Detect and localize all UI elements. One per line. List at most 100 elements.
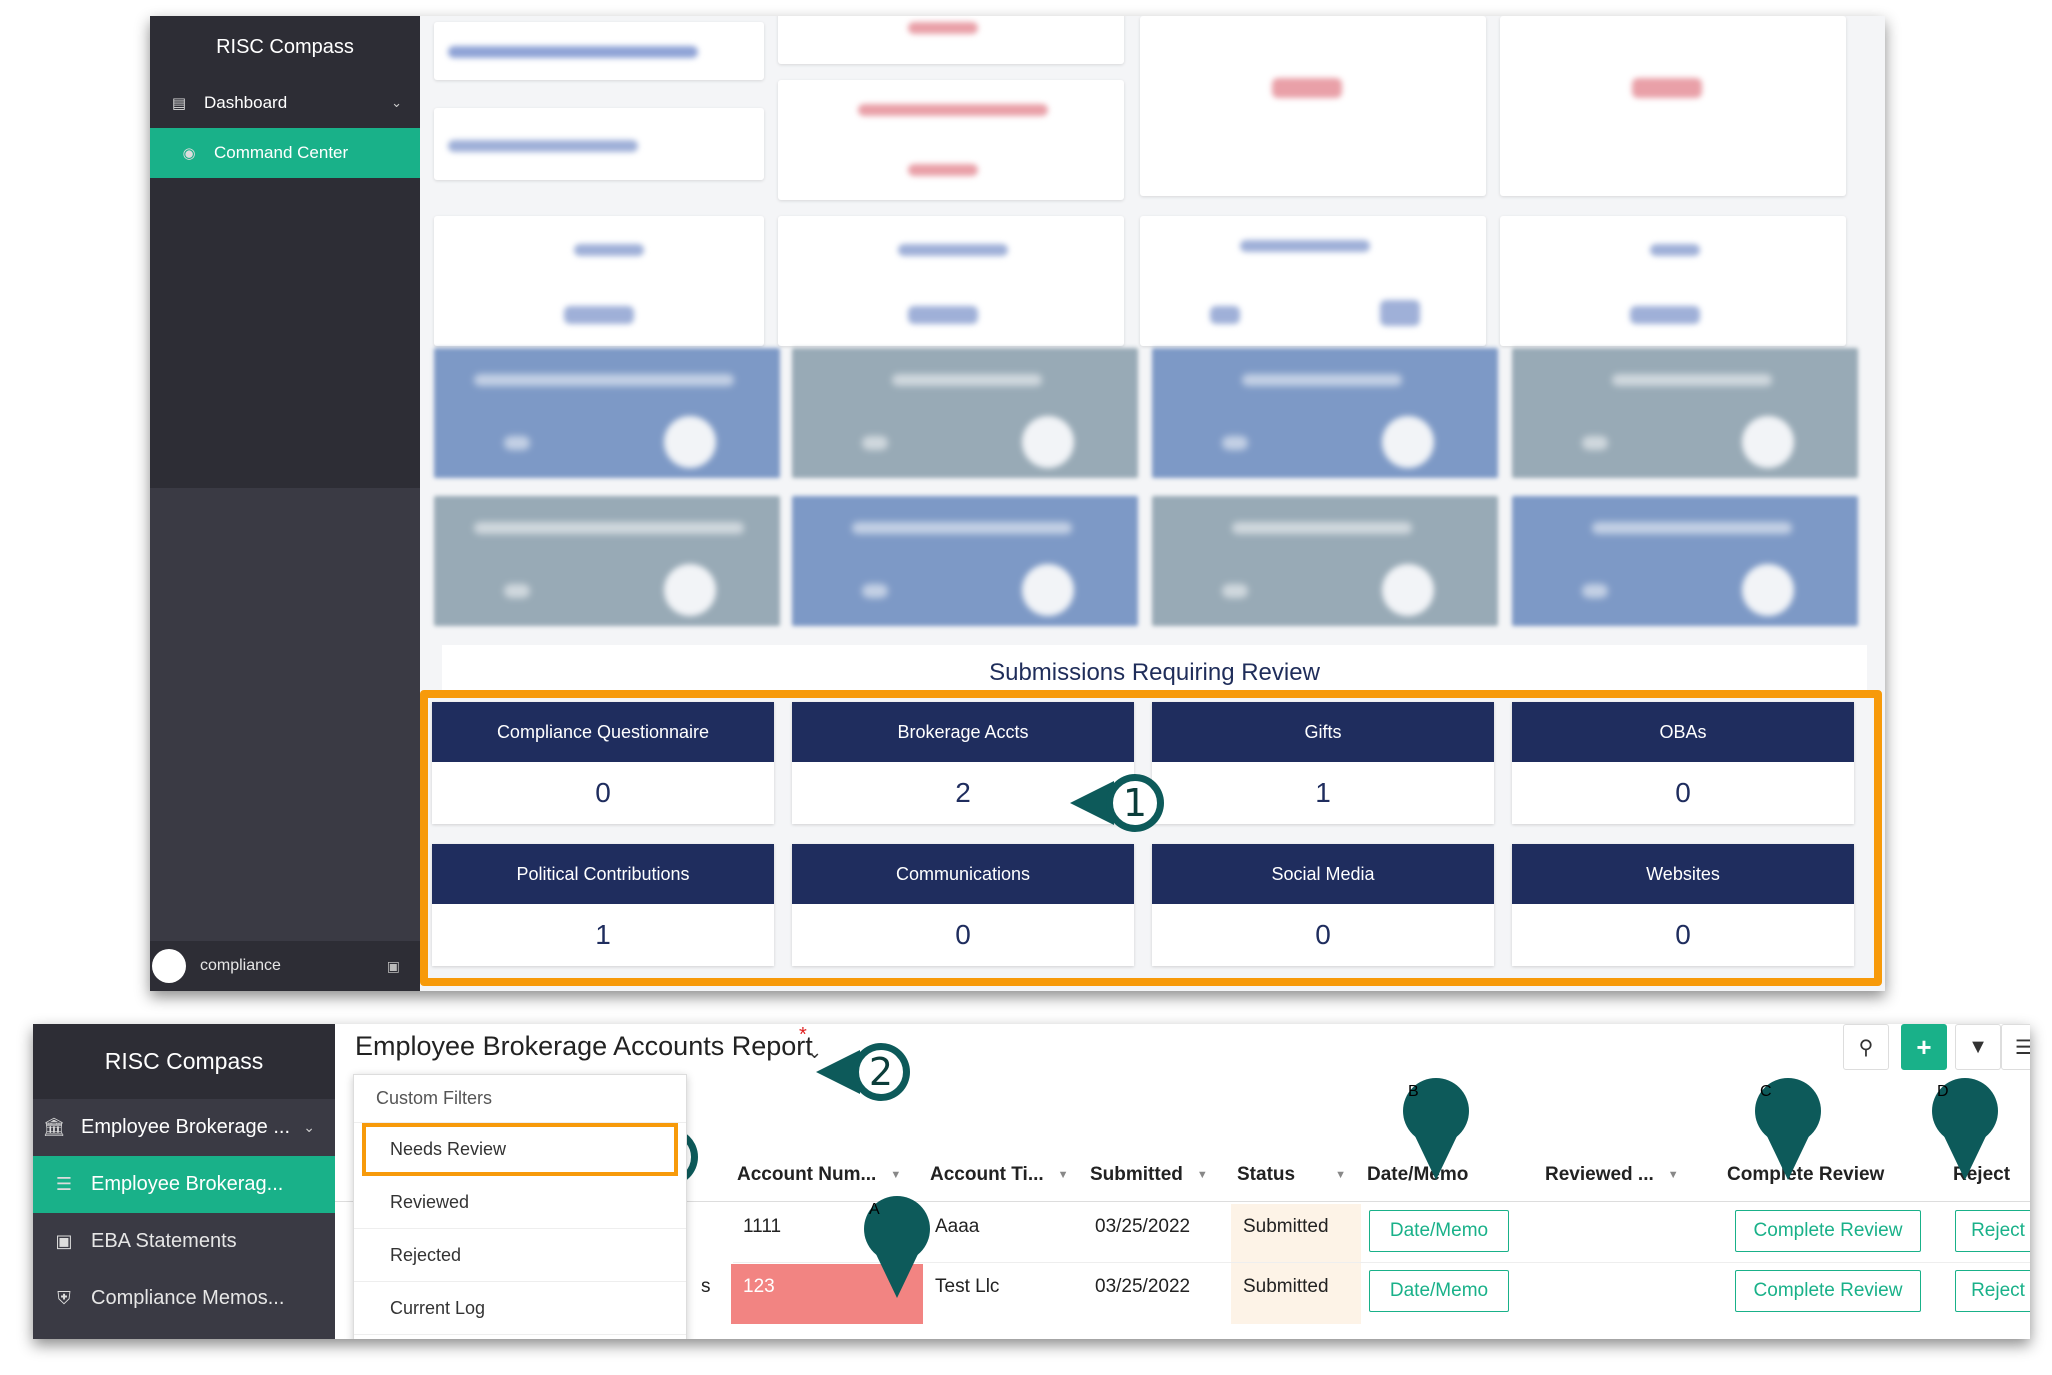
sidebar-footer: compliance ▣ bbox=[150, 941, 420, 991]
account-title: Aaaa bbox=[935, 1216, 980, 1237]
review-banner: Submissions Requiring Review bbox=[442, 645, 1867, 695]
marker-ring: A bbox=[864, 1196, 930, 1262]
app-title: RISC Compass bbox=[33, 1024, 335, 1099]
pointer-arrow bbox=[1414, 1134, 1458, 1180]
avatar[interactable] bbox=[152, 949, 186, 983]
sidebar-item-eba-statements[interactable]: ▣ EBA Statements bbox=[33, 1213, 335, 1270]
filter-needs-review[interactable]: Needs Review bbox=[362, 1123, 678, 1176]
stat-value: 0 bbox=[955, 919, 971, 950]
col-account-title[interactable]: Account Ti... ▼ bbox=[930, 1164, 1069, 1186]
stat-label: Brokerage Accts bbox=[792, 702, 1134, 762]
row-divider bbox=[733, 1262, 2030, 1263]
sort-icon: ▼ bbox=[1057, 1168, 1069, 1181]
add-button[interactable]: + bbox=[1901, 1024, 1947, 1070]
chevron-down-icon: ⌄ bbox=[391, 95, 402, 110]
submitted-date: 03/25/2022 bbox=[1095, 1276, 1191, 1297]
blurred-card bbox=[778, 16, 1124, 64]
marker-label: B bbox=[1408, 1083, 1419, 1100]
submitted-date: 03/25/2022 bbox=[1095, 1216, 1191, 1237]
sort-icon: ▼ bbox=[1196, 1168, 1208, 1181]
sort-icon: ▼ bbox=[1667, 1168, 1679, 1181]
menu-button[interactable]: ☰ bbox=[2001, 1024, 2030, 1070]
stat-card-communications[interactable]: Communications 0 bbox=[792, 844, 1134, 966]
sidebar-item-label: Compliance Memos... bbox=[91, 1287, 285, 1309]
chevron-down-icon: ⌄ bbox=[303, 1119, 315, 1135]
sidebar-item-employee-brokerage-report[interactable]: ☰ Employee Brokerag... bbox=[33, 1156, 335, 1213]
pointer-arrow bbox=[1943, 1134, 1987, 1180]
bank-icon: 🏛 bbox=[42, 1117, 66, 1137]
column-label: Status bbox=[1237, 1164, 1296, 1185]
complete-review-button[interactable]: Complete Review bbox=[1735, 1210, 1921, 1252]
stat-card-websites[interactable]: Websites 0 bbox=[1512, 844, 1854, 966]
plus-icon: + bbox=[1916, 1031, 1932, 1062]
marker-ring: 2 bbox=[852, 1043, 910, 1101]
logout-icon[interactable]: ▣ bbox=[386, 957, 400, 974]
sort-icon: ▼ bbox=[1335, 1168, 1346, 1181]
sidebar-item-label: Employee Brokerag... bbox=[91, 1173, 284, 1195]
marker-label: D bbox=[1937, 1083, 1949, 1100]
stat-label: Social Media bbox=[1152, 844, 1494, 904]
sidebar-item-label: Command Center bbox=[214, 143, 349, 162]
filter-icon: ▼ bbox=[1968, 1035, 1988, 1058]
sidebar-item-command-center[interactable]: ◉ Command Center bbox=[150, 128, 420, 178]
review-section-title: Submissions Requiring Review bbox=[989, 659, 1320, 686]
status-value: Submitted bbox=[1243, 1216, 1329, 1237]
status-cell-bg bbox=[1231, 1264, 1361, 1324]
report-title[interactable]: Employee Brokerage Accounts Report bbox=[355, 1031, 813, 1061]
marker-label: 2 bbox=[856, 1047, 906, 1097]
stat-card-political-contributions[interactable]: Political Contributions 1 bbox=[432, 844, 774, 966]
dashboard-main bbox=[420, 16, 1885, 991]
col-account-number[interactable]: Account Num... ▼ bbox=[737, 1164, 901, 1186]
blurred-tile bbox=[1152, 496, 1498, 626]
blurred-tile bbox=[1512, 348, 1858, 478]
pointer-arrow bbox=[875, 1252, 919, 1298]
sidebar-item-employee-brokerage[interactable]: 🏛 Employee Brokerage ... ⌄ bbox=[33, 1099, 335, 1156]
sidebar-item-label: Dashboard bbox=[204, 93, 288, 112]
report-main: Employee Brokerage Accounts Report * ⌄ ⚲… bbox=[335, 1024, 2030, 1339]
marker-label: A bbox=[869, 1201, 880, 1218]
status-cell-bg bbox=[1231, 1204, 1361, 1264]
stat-label: Gifts bbox=[1152, 702, 1494, 762]
blurred-card bbox=[778, 216, 1124, 346]
stat-value: 0 bbox=[1675, 777, 1691, 808]
stat-card-compliance-questionnaire[interactable]: Compliance Questionnaire 0 bbox=[432, 702, 774, 824]
statement-icon: ▣ bbox=[55, 1231, 73, 1251]
sidebar-item-compliance-memos[interactable]: ⛨ Compliance Memos... bbox=[33, 1270, 335, 1327]
blurred-tile bbox=[434, 496, 780, 626]
shield-icon: ⛨ bbox=[57, 1288, 71, 1308]
reject-button[interactable]: Reject bbox=[1955, 1210, 2030, 1252]
filter-rejected[interactable]: Rejected bbox=[354, 1229, 686, 1282]
col-status[interactable]: Status ▼ bbox=[1237, 1164, 1346, 1186]
stat-card-obas[interactable]: OBAs 0 bbox=[1512, 702, 1854, 824]
stat-label: Political Contributions bbox=[432, 844, 774, 904]
status-value: Submitted bbox=[1243, 1276, 1329, 1297]
blurred-tile bbox=[792, 348, 1138, 478]
blurred-card bbox=[1140, 16, 1486, 196]
blurred-tile bbox=[792, 496, 1138, 626]
reject-button[interactable]: Reject bbox=[1955, 1270, 2030, 1312]
review-stats-highlight: Compliance Questionnaire 0 Brokerage Acc… bbox=[420, 690, 1882, 986]
sidebar-background bbox=[150, 178, 420, 488]
search-button[interactable]: ⚲ bbox=[1843, 1024, 1889, 1070]
list-icon: ☰ bbox=[55, 1174, 73, 1194]
filter-reviewed[interactable]: Reviewed bbox=[354, 1176, 686, 1229]
sidebar-item-dashboard[interactable]: ▤ Dashboard ⌄ bbox=[150, 78, 420, 128]
column-label: Account Num... bbox=[737, 1164, 877, 1185]
date-memo-button[interactable]: Date/Memo bbox=[1369, 1270, 1509, 1312]
filter-button[interactable]: ▼ bbox=[1955, 1024, 2001, 1070]
stat-card-social-media[interactable]: Social Media 0 bbox=[1152, 844, 1494, 966]
complete-review-button[interactable]: Complete Review bbox=[1735, 1270, 1921, 1312]
stat-card-gifts[interactable]: Gifts 1 bbox=[1152, 702, 1494, 824]
date-memo-button[interactable]: Date/Memo bbox=[1369, 1210, 1509, 1252]
filter-current-log[interactable]: Current Log bbox=[354, 1282, 686, 1335]
blurred-card bbox=[434, 216, 764, 346]
callout-marker-b: B bbox=[1403, 1078, 1469, 1180]
account-number: 123 bbox=[743, 1276, 775, 1297]
stat-label: OBAs bbox=[1512, 702, 1854, 762]
app-title: RISC Compass bbox=[150, 16, 420, 78]
stat-card-brokerage-accts[interactable]: Brokerage Accts 2 bbox=[792, 702, 1134, 824]
blurred-tile bbox=[1512, 496, 1858, 626]
chart-icon: ▤ bbox=[171, 95, 187, 112]
col-submitted[interactable]: Submitted ▼ bbox=[1090, 1164, 1208, 1186]
col-reviewed[interactable]: Reviewed ... ▼ bbox=[1545, 1164, 1679, 1186]
